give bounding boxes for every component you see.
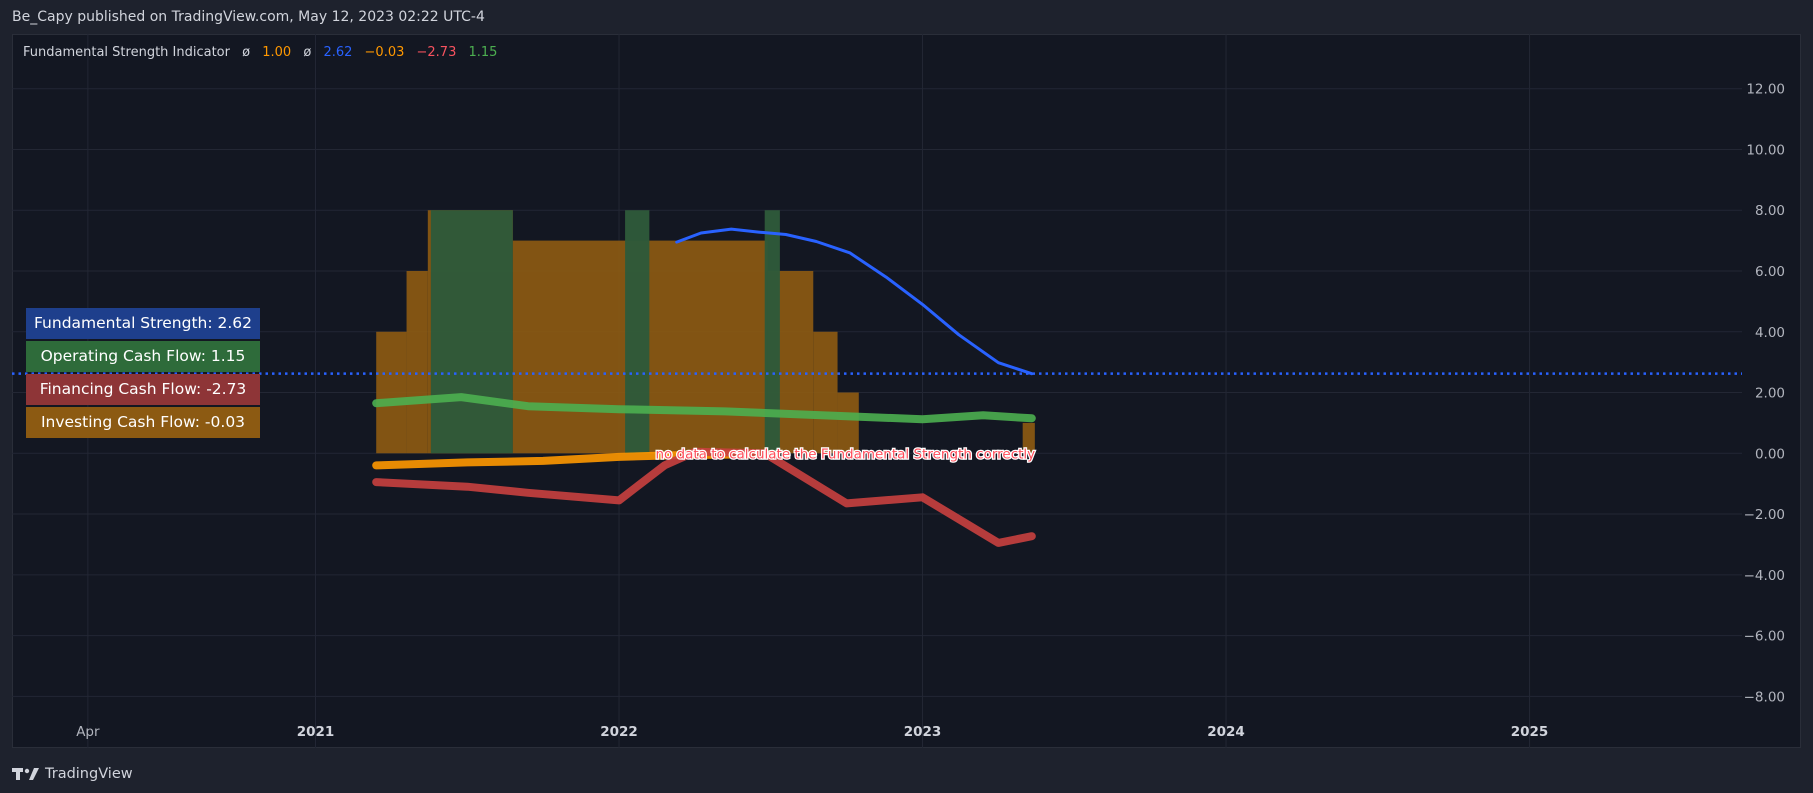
- investing-area-step: [1022, 422, 1035, 454]
- indicator-value-4: −2.73: [416, 45, 457, 60]
- y-tick-label: −6.00: [1744, 629, 1785, 645]
- financing-cash-flow-line: [372, 447, 1036, 547]
- indicator-value-5: 1.15: [468, 45, 498, 60]
- indicator-name[interactable]: Fundamental Strength Indicator: [23, 45, 230, 60]
- y-tick-label: 8.00: [1755, 203, 1785, 219]
- no-data-annotation: no data to calculate the Fundamental Str…: [655, 446, 1035, 462]
- legend-box-operating-cash-flow: Operating Cash Flow: 1.15: [26, 341, 260, 372]
- footer: TradingView: [12, 762, 133, 786]
- y-tick-label: 12.00: [1746, 82, 1785, 98]
- indicator-value-1: 1.00: [262, 45, 292, 60]
- x-tick-label: 2021: [297, 724, 335, 740]
- published-text: Be_Capy published on TradingView.com, Ma…: [12, 9, 485, 25]
- legend-boxes: Fundamental Strength: 2.62 Operating Cas…: [26, 308, 260, 440]
- chart-frame[interactable]: [12, 34, 1801, 748]
- operating-cash-flow-line: [372, 393, 1036, 424]
- tradingview-logo-icon: [12, 768, 39, 780]
- operating-bar: [430, 210, 513, 454]
- y-tick-label: 0.00: [1755, 446, 1785, 462]
- y-tick-label: 2.00: [1755, 386, 1785, 402]
- investing-area-step: [406, 270, 428, 454]
- legend-box-fundamental-strength: Fundamental Strength: 2.62: [26, 308, 260, 339]
- x-tick-label: 2025: [1511, 724, 1549, 740]
- investing-area-step: [837, 392, 859, 454]
- indicator-legend[interactable]: Fundamental Strength Indicator ø 1.00 ø …: [23, 45, 505, 60]
- y-tick-label: 4.00: [1755, 325, 1785, 341]
- operating-bar: [764, 210, 780, 454]
- y-tick-label: −8.00: [1744, 689, 1785, 705]
- x-tick-label: 2023: [904, 724, 942, 740]
- y-tick-label: −2.00: [1744, 507, 1785, 523]
- investing-area-step: [376, 331, 407, 454]
- fundamental-strength-line: [675, 227, 1034, 376]
- indicator-symbol-1: ø: [242, 45, 251, 60]
- legend-box-financing-cash-flow: Financing Cash Flow: -2.73: [26, 374, 260, 405]
- top-bar: Be_Capy published on TradingView.com, Ma…: [0, 0, 1813, 34]
- y-tick-label: 10.00: [1746, 142, 1785, 158]
- investing-area-step: [813, 331, 838, 454]
- operating-bar: [625, 210, 650, 454]
- x-tick-label: 2022: [600, 724, 638, 740]
- indicator-symbol-2: ø: [303, 45, 312, 60]
- indicator-value-2: 2.62: [323, 45, 353, 60]
- y-tick-label: −4.00: [1744, 568, 1785, 584]
- y-tick-label: 6.00: [1755, 264, 1785, 280]
- chart-canvas[interactable]: no data to calculate the Fundamental Str…: [12, 34, 1801, 748]
- x-tick-label: 2024: [1207, 724, 1245, 740]
- legend-box-investing-cash-flow: Investing Cash Flow: -0.03: [26, 407, 260, 438]
- x-tick-label: Apr: [76, 724, 100, 740]
- footer-brand: TradingView: [45, 766, 133, 782]
- indicator-value-3: −0.03: [364, 45, 405, 60]
